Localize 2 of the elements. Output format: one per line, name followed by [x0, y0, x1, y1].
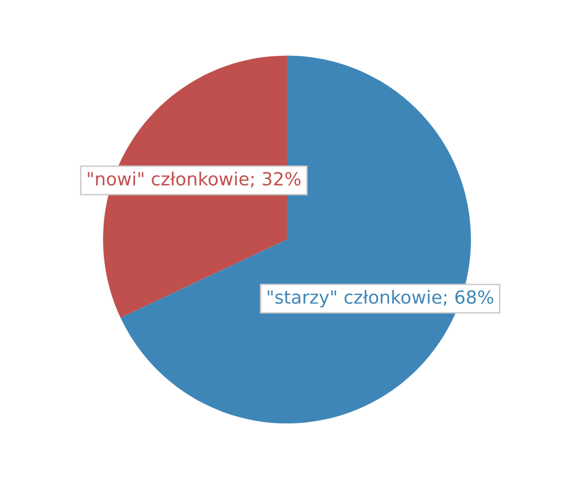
slice-label: "nowi" członkowie; 32%	[88, 172, 300, 188]
slice-label: "starzy" członkowie; 68%	[268, 290, 494, 308]
